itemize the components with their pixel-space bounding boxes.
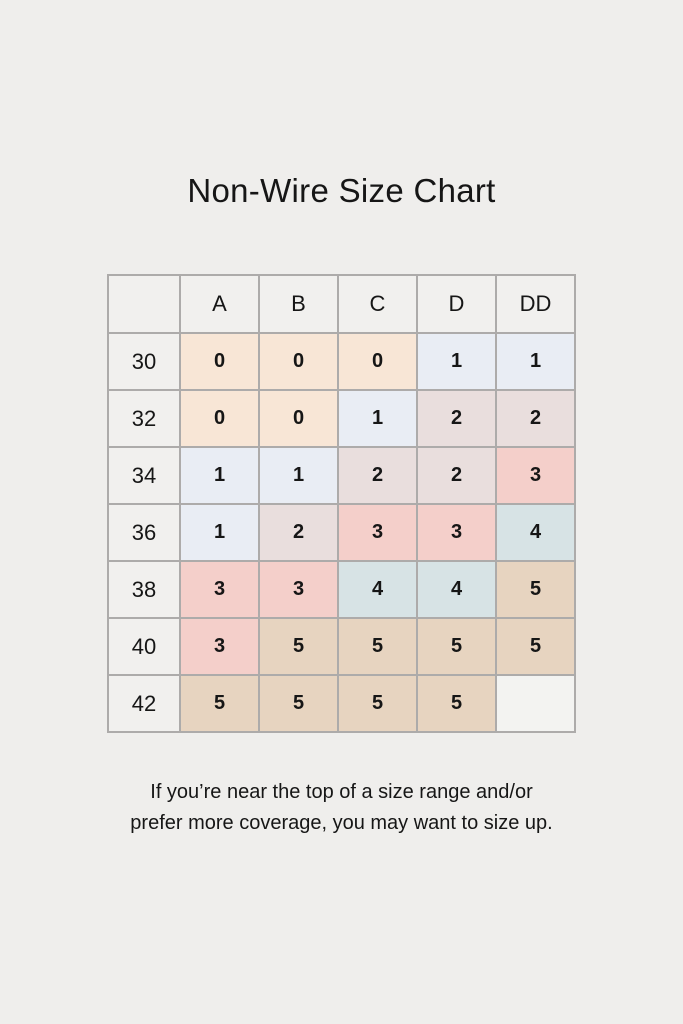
size-cell: 5	[337, 617, 418, 676]
band-label-34: 34	[107, 446, 181, 505]
table-row: 36 1 2 3 3 4	[107, 503, 576, 562]
size-cell: 2	[416, 389, 497, 448]
header-row: A B C D DD	[107, 274, 576, 334]
band-label-30: 30	[107, 332, 181, 391]
size-cell: 4	[337, 560, 418, 619]
size-cell: 0	[337, 332, 418, 391]
band-label-36: 36	[107, 503, 181, 562]
cup-header-b: B	[258, 274, 339, 334]
table-body: 30 0 0 0 1 1 32 0 0 1 2 2 34 1 1 2 2 3 36 1 2 3 3 4 38 3 3 4 4 5 40 3 5 5…	[107, 332, 576, 733]
size-cell: 5	[337, 674, 418, 733]
cup-header-a: A	[179, 274, 260, 334]
size-cell: 3	[179, 617, 260, 676]
table-row: 42 5 5 5 5	[107, 674, 576, 733]
size-cell: 3	[495, 446, 576, 505]
size-cell: 1	[495, 332, 576, 391]
size-cell: 5	[416, 617, 497, 676]
size-cell: 5	[179, 674, 260, 733]
cup-header-dd: DD	[495, 274, 576, 334]
footnote: If you’re near the top of a size range a…	[0, 777, 683, 839]
size-cell: 1	[337, 389, 418, 448]
size-cell: 3	[179, 560, 260, 619]
band-label-32: 32	[107, 389, 181, 448]
empty-cell	[495, 674, 576, 733]
band-label-42: 42	[107, 674, 181, 733]
size-cell: 4	[416, 560, 497, 619]
size-cell: 0	[179, 389, 260, 448]
size-chart-page: Non-Wire Size Chart A B C D DD 30 0 0 0 1 1 32 0 0 1 2…	[0, 172, 683, 839]
page-title: Non-Wire Size Chart	[187, 172, 496, 209]
cup-header-d: D	[416, 274, 497, 334]
size-cell: 2	[337, 446, 418, 505]
table-row: 32 0 0 1 2 2	[107, 389, 576, 448]
size-cell: 5	[258, 674, 339, 733]
size-cell: 3	[258, 560, 339, 619]
corner-cell	[107, 274, 181, 334]
size-cell: 1	[258, 446, 339, 505]
size-chart-table: A B C D DD 30 0 0 0 1 1 32 0 0 1 2 2 34 1 1 2 2 3 36 1 2 3 3 4 38 3 3 4…	[107, 274, 576, 733]
size-cell: 0	[258, 389, 339, 448]
size-cell: 1	[179, 446, 260, 505]
size-cell: 2	[416, 446, 497, 505]
table-header: A B C D DD	[107, 274, 576, 334]
size-cell: 5	[416, 674, 497, 733]
table-row: 38 3 3 4 4 5	[107, 560, 576, 619]
size-cell: 5	[495, 617, 576, 676]
footnote-line-1: If you’re near the top of a size range a…	[150, 781, 533, 803]
band-label-38: 38	[107, 560, 181, 619]
size-cell: 1	[416, 332, 497, 391]
table-row: 34 1 1 2 2 3	[107, 446, 576, 505]
size-cell: 3	[337, 503, 418, 562]
size-cell: 5	[495, 560, 576, 619]
size-cell: 3	[416, 503, 497, 562]
size-cell: 4	[495, 503, 576, 562]
size-cell: 2	[258, 503, 339, 562]
size-cell: 0	[258, 332, 339, 391]
cup-header-c: C	[337, 274, 418, 334]
size-cell: 1	[179, 503, 260, 562]
size-cell: 5	[258, 617, 339, 676]
table-row: 40 3 5 5 5 5	[107, 617, 576, 676]
size-cell: 0	[179, 332, 260, 391]
size-cell: 2	[495, 389, 576, 448]
band-label-40: 40	[107, 617, 181, 676]
table-row: 30 0 0 0 1 1	[107, 332, 576, 391]
footnote-line-2: prefer more coverage, you may want to si…	[130, 812, 553, 834]
